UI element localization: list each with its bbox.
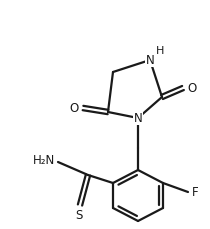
Text: O: O (70, 101, 79, 114)
Text: N: N (146, 54, 154, 66)
Text: N: N (134, 112, 142, 125)
Text: H: H (156, 46, 164, 56)
Text: O: O (187, 82, 196, 95)
Text: H₂N: H₂N (33, 155, 55, 167)
Text: S: S (75, 209, 83, 222)
Text: F: F (192, 185, 199, 199)
